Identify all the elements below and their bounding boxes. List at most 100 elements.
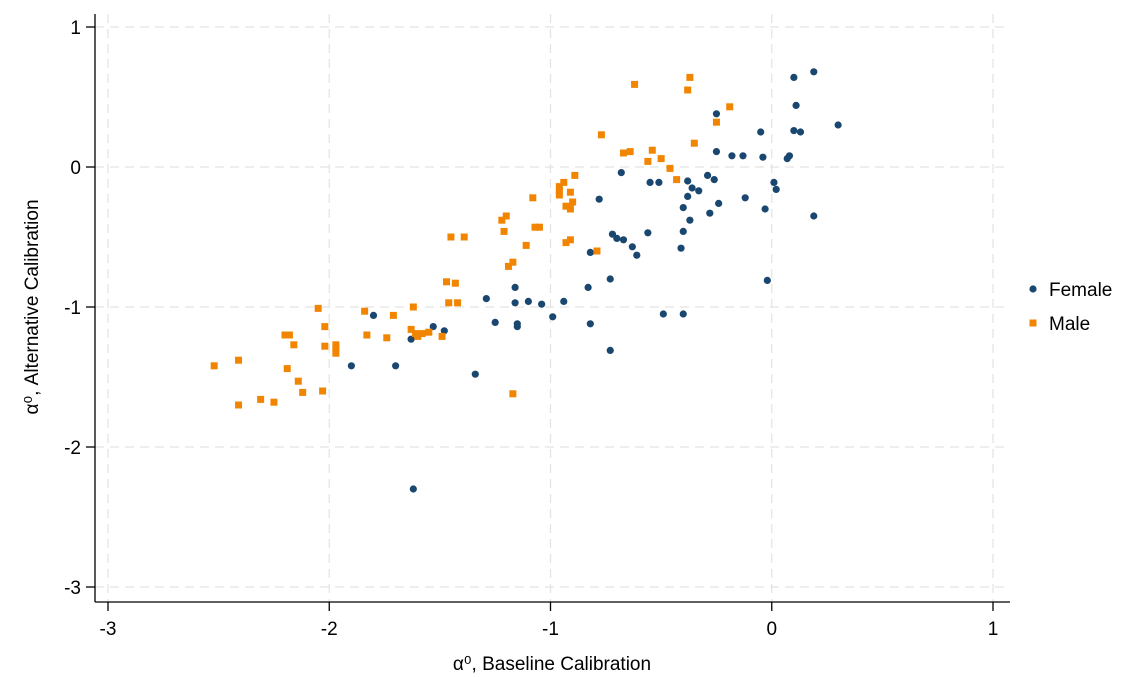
point-male: [504, 262, 512, 270]
point-male: [319, 387, 327, 395]
point-female: [538, 300, 546, 308]
point-male: [593, 247, 601, 255]
point-male: [648, 146, 656, 154]
point-female: [703, 171, 712, 179]
point-female: [429, 323, 437, 331]
y-ticks: -3 -2 -1 0 1: [64, 18, 95, 599]
y-tick-label: 0: [70, 158, 81, 179]
point-male: [332, 349, 340, 357]
point-male: [626, 148, 634, 156]
point-male: [332, 345, 340, 353]
point-female: [392, 362, 400, 370]
point-male: [283, 365, 291, 373]
point-female: [482, 295, 490, 303]
point-female: [785, 152, 794, 160]
point-male: [332, 341, 340, 349]
point-male: [321, 323, 329, 331]
point-male: [414, 332, 422, 340]
point-female: [761, 205, 769, 213]
point-female: [511, 283, 519, 291]
point-male: [383, 334, 391, 342]
point-male: [555, 183, 563, 191]
point-female: [679, 204, 687, 212]
point-male: [454, 299, 462, 307]
x-ticks: -3 -2 -1 0 1: [100, 602, 998, 640]
point-female: [646, 178, 654, 186]
point-male: [418, 330, 426, 338]
point-female: [810, 68, 818, 76]
point-female: [790, 127, 798, 135]
point-female: [834, 121, 842, 129]
y-tick-label: -3: [64, 578, 81, 599]
point-female: [763, 276, 771, 284]
point-male: [597, 131, 605, 139]
y-tick-label: -1: [64, 298, 81, 319]
point-female: [633, 251, 641, 259]
point-female: [606, 275, 614, 283]
point-male: [270, 398, 278, 406]
point-male: [555, 191, 563, 199]
point-male: [290, 341, 298, 349]
point-male: [560, 178, 568, 186]
point-male: [644, 157, 652, 165]
legend-label-female: Female: [1049, 280, 1112, 301]
data-points: [210, 68, 842, 493]
point-male: [447, 233, 455, 241]
point-female: [715, 199, 723, 207]
point-male: [686, 73, 694, 81]
point-female: [684, 177, 692, 185]
point-female: [679, 227, 687, 235]
point-female: [757, 128, 765, 136]
legend-marker-female: [1029, 285, 1037, 293]
x-tick-label: -1: [542, 619, 559, 640]
point-female: [584, 283, 592, 291]
point-male: [235, 356, 243, 364]
point-male: [535, 223, 543, 231]
x-tick-label: -2: [321, 619, 338, 640]
point-female: [491, 318, 499, 326]
point-female: [644, 229, 652, 237]
y-axis-title: α⁰, Alternative Calibration: [22, 199, 43, 414]
point-female: [688, 184, 696, 192]
point-male: [500, 227, 508, 235]
point-male: [299, 388, 307, 396]
point-female: [684, 192, 692, 200]
point-male: [409, 303, 417, 311]
point-male: [361, 307, 369, 315]
point-female: [549, 313, 557, 321]
point-male: [425, 328, 433, 336]
point-female: [613, 234, 621, 242]
point-female: [606, 346, 614, 354]
point-male: [235, 401, 243, 409]
point-female: [695, 187, 703, 195]
point-male: [631, 80, 639, 88]
point-male: [281, 331, 289, 339]
legend-label-male: Male: [1049, 314, 1090, 335]
point-male: [562, 239, 570, 247]
point-female: [772, 185, 780, 193]
point-female: [728, 152, 736, 160]
point-male: [443, 278, 451, 286]
point-male: [445, 299, 453, 307]
point-male: [529, 194, 537, 202]
point-female: [810, 212, 818, 220]
legend: Female Male: [1029, 280, 1112, 335]
axes: [94, 14, 1010, 603]
point-male: [522, 241, 530, 249]
point-female: [706, 209, 714, 217]
point-male: [566, 236, 574, 244]
point-male: [690, 139, 698, 147]
y-tick-label: -2: [64, 438, 81, 459]
point-female: [686, 216, 694, 224]
point-male: [407, 325, 415, 333]
point-female: [712, 110, 721, 118]
point-male: [460, 233, 468, 241]
point-female: [560, 297, 568, 305]
point-female: [739, 152, 747, 160]
point-female: [586, 248, 594, 256]
point-male: [673, 176, 681, 184]
point-male: [657, 155, 665, 163]
point-female: [712, 148, 721, 156]
point-female: [679, 310, 687, 318]
